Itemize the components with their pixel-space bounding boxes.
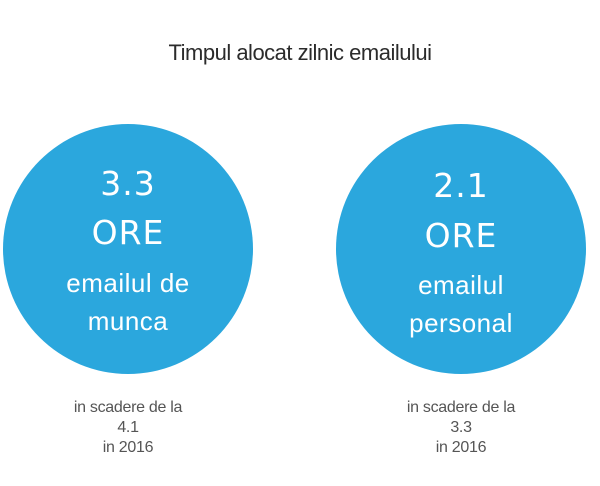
- stat-unit: ORE: [424, 216, 498, 255]
- stat-label-line1: emailul: [418, 270, 504, 300]
- work-email-stat-circle: 3.3 ORE emailul de munca: [3, 124, 253, 374]
- stat-label: emailul personal: [336, 266, 586, 342]
- work-email-comparison-note: in scadere de la 4.1 in 2016: [28, 398, 228, 458]
- stat-label-line2: munca: [87, 306, 169, 336]
- page-title: Timpul alocat zilnic emailului: [168, 40, 432, 65]
- stat-label: emailul de munca: [3, 264, 253, 340]
- stat-label-line2: personal: [409, 308, 513, 338]
- stat-value: 3.3: [100, 164, 156, 203]
- note-line2: 3.3: [450, 419, 472, 436]
- note-line3: in 2016: [102, 439, 154, 456]
- stat-label-line1: emailul de: [66, 268, 190, 298]
- personal-email-comparison-note: in scadere de la 3.3 in 2016: [361, 398, 561, 458]
- personal-email-stat-circle: 2.1 ORE emailul personal: [336, 124, 586, 374]
- stat-value: 2.1: [433, 166, 489, 205]
- note-line2: 4.1: [117, 419, 139, 436]
- note-line3: in 2016: [435, 439, 487, 456]
- note-line1: in scadere de la: [73, 399, 183, 416]
- stat-unit: ORE: [91, 213, 165, 252]
- note-line1: in scadere de la: [406, 399, 516, 416]
